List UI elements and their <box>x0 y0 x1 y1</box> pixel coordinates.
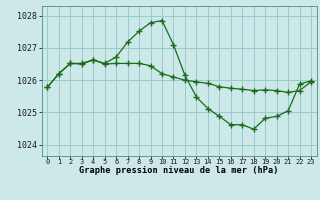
X-axis label: Graphe pression niveau de la mer (hPa): Graphe pression niveau de la mer (hPa) <box>79 166 279 175</box>
